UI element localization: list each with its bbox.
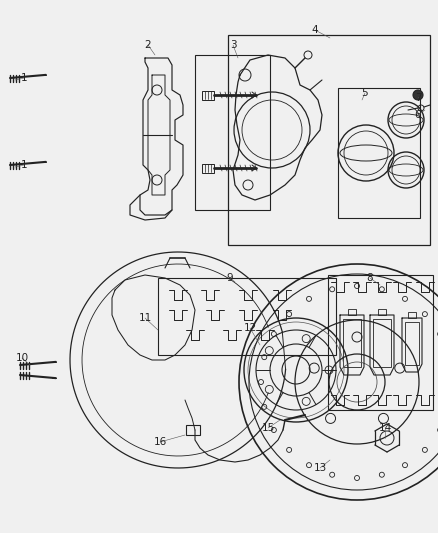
Bar [343, 319, 361, 367]
Bar [195, 55, 270, 210]
Bar [186, 425, 200, 435]
Bar [202, 164, 214, 173]
Bar [348, 309, 356, 315]
Text: 1: 1 [21, 160, 27, 170]
Text: 2: 2 [145, 40, 151, 50]
Bar [338, 88, 420, 218]
Text: 16: 16 [153, 437, 166, 447]
Text: 7: 7 [415, 93, 421, 103]
Text: 4: 4 [312, 25, 318, 35]
Bar [202, 91, 214, 100]
Text: 13: 13 [313, 463, 327, 473]
Text: 11: 11 [138, 313, 152, 323]
Circle shape [413, 90, 423, 100]
Text: 3: 3 [230, 40, 237, 50]
Bar [373, 319, 391, 367]
Bar [158, 278, 336, 355]
Text: 14: 14 [378, 423, 392, 433]
Bar [405, 322, 419, 365]
Text: 6: 6 [415, 110, 421, 120]
Text: 1: 1 [21, 73, 27, 83]
Bar [408, 312, 416, 318]
Text: 9: 9 [227, 273, 233, 283]
Text: 12: 12 [244, 323, 257, 333]
Text: 10: 10 [15, 353, 28, 363]
Text: 5: 5 [362, 88, 368, 98]
Text: 15: 15 [261, 423, 275, 433]
Text: 8: 8 [367, 273, 373, 283]
Bar [378, 309, 386, 315]
Bar [228, 35, 430, 245]
Bar [328, 275, 433, 410]
